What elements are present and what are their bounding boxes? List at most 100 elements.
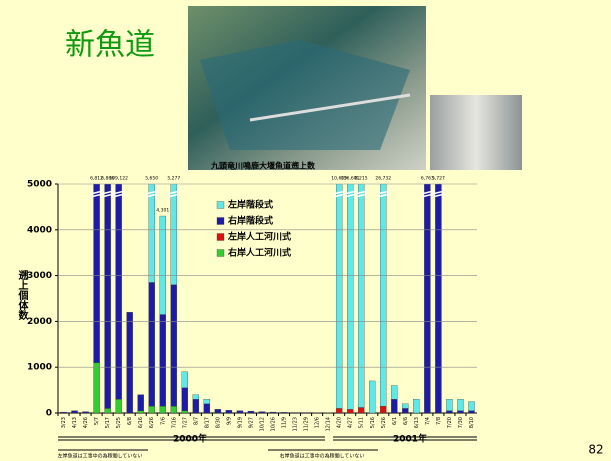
bar-segment <box>435 184 442 413</box>
x-tick-label: 6/8 <box>127 417 133 425</box>
bar-segment <box>137 410 144 413</box>
bar-segment <box>391 399 398 413</box>
y-axis-label: 遡上個体数 <box>16 269 29 321</box>
legend-swatch <box>216 249 225 257</box>
total-label: 6,866 <box>101 176 114 182</box>
bar-segment <box>335 408 343 413</box>
bar-segment <box>203 399 211 404</box>
total-label: 5,727 <box>432 176 445 182</box>
bar-segment <box>280 412 288 413</box>
x-tick-label: 12/6 <box>315 417 321 428</box>
bar-segment <box>115 184 122 400</box>
bar-segment <box>181 387 188 411</box>
x-tick-label: 6/6 <box>403 417 409 425</box>
bar-segment <box>380 184 387 407</box>
total-label: 8,215 <box>355 176 368 182</box>
chart-title: 九頭竜川鳴鹿大堰魚道遡上数 <box>210 161 316 171</box>
total-label: 6,812 <box>90 176 103 182</box>
legend-label: 左岸人工河川式 <box>227 231 291 243</box>
bar-segment <box>269 411 277 413</box>
x-tick-label: 5/26 <box>381 417 387 428</box>
bar-segment <box>192 394 200 400</box>
x-tick-label: 5/7 <box>94 417 100 425</box>
bar-segment <box>71 410 78 413</box>
axis-break <box>421 190 434 198</box>
axis-break <box>377 190 390 198</box>
bar-segment <box>258 411 266 413</box>
total-label: 5,650 <box>145 176 158 182</box>
x-tick-label: 10/12 <box>259 417 265 431</box>
bar-segment <box>335 184 343 409</box>
bar-segment <box>236 410 244 413</box>
bar-segment <box>159 215 166 315</box>
bar-segment <box>159 314 166 407</box>
bar-segment <box>468 410 475 413</box>
bar-segment <box>115 399 122 413</box>
bar-segment <box>391 385 398 400</box>
bars <box>60 184 475 413</box>
x-tick-label: 3/23 <box>61 417 67 428</box>
bar-segment <box>446 399 453 411</box>
bar-segment <box>457 410 464 413</box>
y-tick-label: 3000 <box>27 271 52 281</box>
bar-segment <box>380 405 387 413</box>
x-tick-label: 7/16 <box>171 417 177 428</box>
x-tick-label: 7/6 <box>160 417 166 425</box>
x-tick-label: 7/27 <box>182 417 188 428</box>
bar-segment <box>93 184 100 363</box>
x-tick-label: 11/29 <box>304 417 310 431</box>
axis-break <box>145 190 158 198</box>
y-tick-label: 1000 <box>27 363 52 373</box>
axis-break <box>432 190 445 198</box>
total-label: 109,122 <box>109 176 128 182</box>
total-label: 26,732 <box>375 176 391 182</box>
total-label: 5,277 <box>167 176 180 182</box>
legend-swatch <box>216 233 225 241</box>
x-tick-label: 7/8 <box>436 417 442 425</box>
bar-segment <box>225 410 233 413</box>
bar-segment <box>93 362 100 413</box>
x-tick-label: 8/30 <box>215 417 221 428</box>
bar-segment <box>402 403 409 409</box>
bar-segment <box>137 394 144 411</box>
bar-segment <box>247 411 255 413</box>
x-tick-label: 10/26 <box>271 417 277 431</box>
y-tick-label: 5000 <box>27 180 52 190</box>
bar-segment <box>82 411 89 413</box>
x-tick-label: 9/9 <box>226 417 232 425</box>
bar-segment <box>104 408 111 413</box>
x-tick-label: 5/17 <box>105 417 111 428</box>
bar-segment <box>214 409 222 413</box>
photo-detail <box>249 93 411 122</box>
bar-segment <box>181 410 188 413</box>
legend-swatch <box>216 217 225 225</box>
photo-detail <box>200 40 410 150</box>
x-tick-label: 4/27 <box>348 417 354 428</box>
bar-segment <box>159 405 166 413</box>
x-tick-label: 9/27 <box>248 417 254 428</box>
total-label: 136,601 <box>341 176 360 182</box>
axis-break <box>354 190 368 198</box>
bar-segment <box>446 410 453 413</box>
bar-segment <box>170 284 177 407</box>
axis-break <box>112 190 125 198</box>
total-label: 10,609 <box>331 176 347 182</box>
x-tick-label: 6/26 <box>149 417 155 428</box>
x-tick-label: 5/16 <box>370 417 376 428</box>
legend-swatch <box>216 201 225 209</box>
x-tick-label: 7/20 <box>447 417 453 428</box>
x-tick-label: 9/19 <box>237 417 243 428</box>
bar-segment <box>126 312 133 413</box>
legend-label: 右岸人工河川式 <box>227 247 291 259</box>
bar-segment <box>192 399 200 413</box>
axis-break <box>332 190 346 198</box>
bar-segment <box>358 184 365 408</box>
bar-segment <box>60 411 67 413</box>
bar-segment <box>203 403 211 413</box>
bar-segment <box>358 407 365 413</box>
legend-label: 左岸階段式 <box>227 199 273 211</box>
note: 左岸魚道は工事中の為稼働していない <box>58 453 143 460</box>
period-label: 2000年 <box>173 433 207 445</box>
